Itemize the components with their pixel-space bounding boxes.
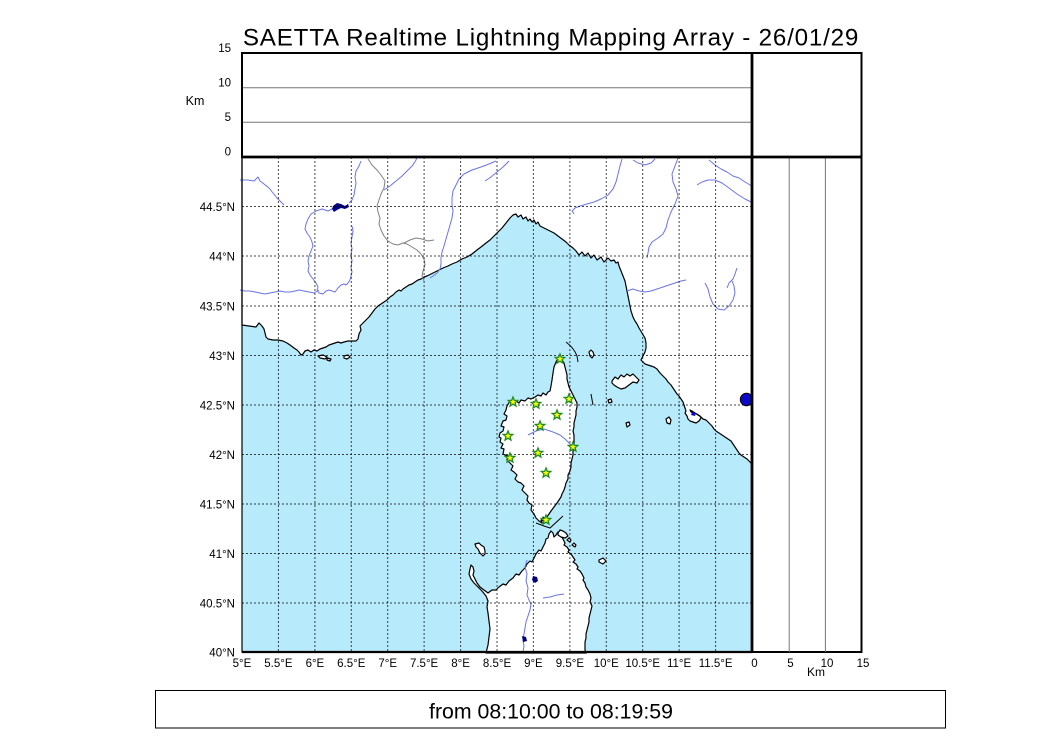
svg-text:6.5°E: 6.5°E [337,658,366,670]
svg-text:41°N: 41°N [209,549,235,561]
svg-text:7.5°E: 7.5°E [410,658,439,670]
svg-text:Km: Km [807,665,825,679]
svg-text:8.5°E: 8.5°E [483,658,512,670]
svg-text:8°E: 8°E [451,658,470,670]
svg-text:0: 0 [225,147,231,159]
svg-text:5: 5 [225,112,231,124]
svg-text:11°E: 11°E [667,658,692,670]
svg-text:44°N: 44°N [209,252,235,264]
svg-text:43°N: 43°N [209,351,235,363]
svg-text:9°E: 9°E [524,658,543,670]
svg-text:7°E: 7°E [378,658,397,670]
svg-text:40.5°N: 40.5°N [200,599,235,611]
svg-text:from 08:10:00 to 08:19:59: from 08:10:00 to 08:19:59 [429,700,673,724]
svg-text:9.5°E: 9.5°E [556,658,585,670]
svg-text:6°E: 6°E [306,658,325,670]
svg-text:44.5°N: 44.5°N [200,202,235,214]
svg-text:42.5°N: 42.5°N [200,401,235,413]
svg-text:43.5°N: 43.5°N [200,302,235,314]
svg-text:5: 5 [787,658,793,670]
svg-text:40°N: 40°N [209,648,235,660]
svg-text:10: 10 [821,658,834,670]
svg-text:41.5°N: 41.5°N [200,500,235,512]
svg-text:10: 10 [218,77,231,89]
svg-text:10°E: 10°E [594,658,619,670]
svg-text:11.5°E: 11.5°E [699,658,733,670]
svg-text:15: 15 [857,658,870,670]
svg-text:10.5°E: 10.5°E [625,658,660,670]
svg-text:SAETTA Realtime Lightning Mapp: SAETTA Realtime Lightning Mapping Array … [243,25,859,52]
svg-text:5°E: 5°E [233,658,252,670]
svg-text:15: 15 [218,43,231,55]
svg-text:42°N: 42°N [209,450,235,462]
svg-text:Km: Km [186,94,205,108]
svg-text:0: 0 [751,658,757,670]
svg-text:5.5°E: 5.5°E [264,658,293,670]
